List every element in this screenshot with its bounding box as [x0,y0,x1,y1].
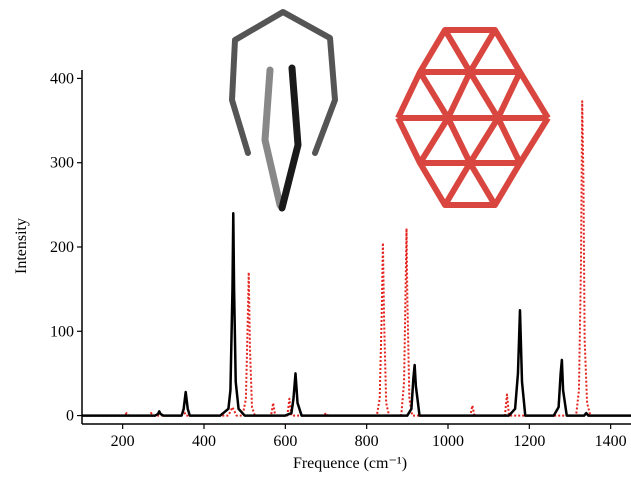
x-tick-label: 800 [355,433,379,450]
x-tick-label: 1200 [513,433,545,450]
molecule-lattice [398,30,548,205]
y-axis-label: Intensity [13,218,30,274]
x-tick-label: 200 [111,433,135,450]
y-tick-label: 100 [50,323,74,340]
spectrum-line [82,213,631,415]
x-tick-label: 1400 [595,433,627,450]
x-axis-label: Frequence (cm⁻¹) [293,455,407,472]
y-tick-label: 200 [50,239,74,256]
x-tick-label: 600 [273,433,297,450]
x-tick-label: 1000 [432,433,464,450]
y-tick-label: 400 [50,70,74,87]
y-tick-label: 300 [50,155,74,172]
x-tick-label: 400 [192,433,216,450]
molecule-hairpin [232,12,335,208]
chart: Frequence (cm⁻¹) Intensity 200 400 600 800 1… [0,0,631,480]
spectrum-line [82,101,631,415]
y-tick-label: 0 [66,408,74,425]
